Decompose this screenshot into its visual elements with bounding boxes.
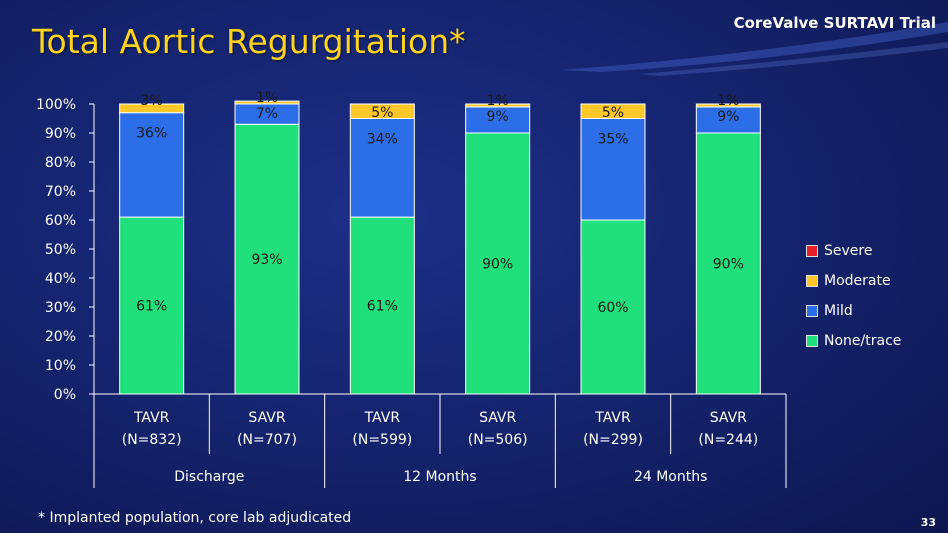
x-category-label: TAVR: [364, 410, 401, 426]
legend-item-severe: Severe: [806, 236, 901, 266]
bar-segment-mild: [695, 106, 761, 134]
bar-segment-moderate: [465, 103, 531, 108]
y-tick-label: 0%: [54, 387, 76, 403]
legend-label: Moderate: [824, 273, 891, 289]
data-label: 9%: [717, 109, 739, 125]
y-tick-label: 100%: [36, 97, 76, 113]
bar-segment-none-trace: [465, 132, 531, 395]
legend-item-mild: Mild: [806, 296, 901, 326]
bar-segment-moderate: [695, 103, 761, 108]
bar-segment-moderate: [580, 103, 646, 119]
y-tick-label: 50%: [45, 242, 76, 258]
data-label: 93%: [251, 252, 282, 268]
data-label: 90%: [482, 257, 513, 273]
x-category-label: SAVR: [479, 410, 516, 426]
x-group-label: 12 Months: [403, 469, 476, 485]
data-label: 34%: [367, 132, 398, 148]
x-category-n-label: (N=244): [698, 432, 758, 448]
data-label: 60%: [597, 300, 628, 316]
chart-legend: Severe Moderate Mild None/trace: [806, 236, 901, 356]
page-title: Total Aortic Regurgitation*: [32, 22, 466, 61]
data-label: 61%: [136, 299, 167, 315]
x-category-n-label: (N=599): [352, 432, 412, 448]
bar-segment-moderate: [119, 103, 185, 114]
data-label: 35%: [597, 132, 628, 148]
bar-segment-none-trace: [234, 123, 300, 395]
footnote: * Implanted population, core lab adjudic…: [38, 510, 352, 526]
legend-label: Mild: [824, 303, 853, 319]
legend-item-moderate: Moderate: [806, 266, 901, 296]
data-label: 5%: [371, 105, 393, 121]
legend-label: None/trace: [824, 333, 902, 349]
bar-segment-mild: [580, 118, 646, 221]
bar-segment-none-trace: [119, 216, 185, 395]
x-category-n-label: (N=707): [237, 432, 297, 448]
y-tick-label: 30%: [45, 300, 76, 316]
data-label: 5%: [602, 105, 624, 121]
data-label: 61%: [367, 299, 398, 315]
y-tick-label: 20%: [45, 329, 76, 345]
x-category-n-label: (N=299): [583, 432, 643, 448]
data-label: 1%: [256, 90, 278, 106]
x-category-label: SAVR: [710, 410, 747, 426]
data-label: 36%: [136, 126, 167, 142]
data-label: 90%: [713, 257, 744, 273]
x-category-label: TAVR: [594, 410, 631, 426]
bar-segment-moderate: [234, 100, 300, 105]
legend-item-none-trace: None/trace: [806, 326, 901, 356]
y-tick-label: 60%: [45, 213, 76, 229]
bar-segment-mild: [349, 118, 415, 218]
x-category-n-label: (N=506): [468, 432, 528, 448]
legend-swatch: [806, 275, 818, 287]
data-label: 9%: [487, 109, 509, 125]
data-label: 1%: [717, 93, 739, 109]
bar-segment-mild: [119, 112, 185, 218]
y-tick-label: 40%: [45, 271, 76, 287]
bar-segment-none-trace: [580, 219, 646, 395]
x-category-n-label: (N=832): [122, 432, 182, 448]
x-group-label: Discharge: [174, 469, 244, 485]
legend-swatch: [806, 335, 818, 347]
x-category-label: TAVR: [133, 410, 170, 426]
data-label: 3%: [141, 93, 163, 109]
bar-segment-moderate: [349, 103, 415, 119]
legend-swatch: [806, 245, 818, 257]
x-group-label: 24 Months: [634, 469, 707, 485]
data-label: 1%: [487, 93, 509, 109]
legend-label: Severe: [824, 243, 873, 259]
y-tick-label: 90%: [45, 126, 76, 142]
y-tick-label: 10%: [45, 358, 76, 374]
x-category-label: SAVR: [248, 410, 285, 426]
page-number: 33: [920, 516, 936, 529]
brand-label: CoreValve SURTAVI Trial: [733, 14, 936, 32]
y-tick-label: 80%: [45, 155, 76, 171]
legend-swatch: [806, 305, 818, 317]
data-label: 7%: [256, 106, 278, 122]
y-tick-label: 70%: [45, 184, 76, 200]
